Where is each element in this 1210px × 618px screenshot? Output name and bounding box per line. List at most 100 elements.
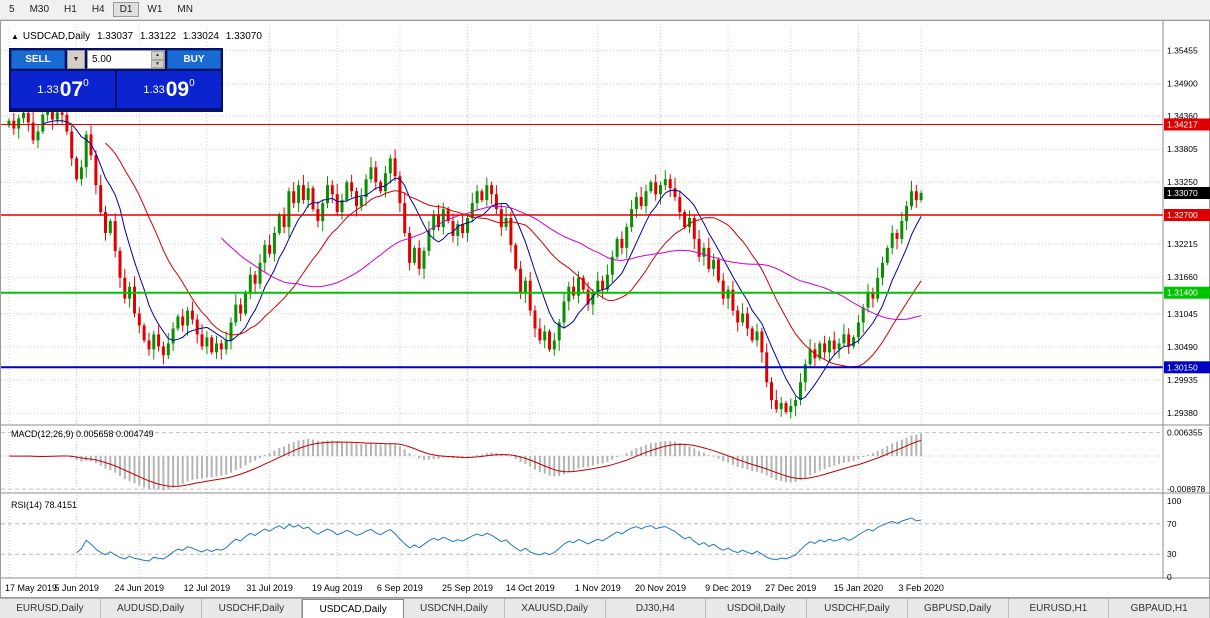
svg-text:27 Dec 2019: 27 Dec 2019	[765, 583, 816, 593]
chart-tab-eurusd-daily[interactable]: EURUSD,Daily	[0, 599, 101, 618]
svg-text:1.33250: 1.33250	[1167, 177, 1198, 187]
macd-axis-labels: 0.006355 -0.008978	[1167, 428, 1206, 495]
chart-tab-gbpusd-daily[interactable]: GBPUSD,Daily	[908, 599, 1009, 618]
svg-text:24 Jun 2019: 24 Jun 2019	[115, 583, 165, 593]
chart-tab-usdcnh-daily[interactable]: USDCNH,Daily	[404, 599, 505, 618]
svg-text:1.31400: 1.31400	[1167, 288, 1198, 298]
svg-text:1.33070: 1.33070	[1167, 188, 1198, 198]
macd-indicator-label: MACD(12,26,9) 0.005658 0.004749	[11, 429, 154, 439]
timeframe-bar: 5 M30 H1 H4 D1 W1 MN	[0, 0, 1210, 20]
rsi-level-lines	[1, 523, 1163, 555]
chart-tab-eurusd-h1[interactable]: EURUSD,H1	[1009, 599, 1110, 618]
svg-text:1.32700: 1.32700	[1167, 210, 1198, 220]
svg-text:1.29380: 1.29380	[1167, 408, 1198, 418]
timeframe-button-m30[interactable]: M30	[23, 2, 56, 17]
horizontal-line-objects[interactable]	[1, 124, 1163, 369]
ohlc-close: 1.33070	[225, 31, 262, 42]
timeframe-button-mn[interactable]: MN	[170, 2, 200, 17]
timeframe-button-h1[interactable]: H1	[57, 2, 84, 17]
candlesticks	[7, 102, 923, 419]
chart-tab-dj30-h4[interactable]: DJ30,H4	[606, 599, 707, 618]
svg-text:15 Jan 2020: 15 Jan 2020	[834, 583, 884, 593]
svg-text:1.30150: 1.30150	[1167, 362, 1198, 372]
sell-price-prefix: 1.33	[37, 83, 59, 96]
svg-text:1.31660: 1.31660	[1167, 272, 1198, 282]
buy-button[interactable]: BUY	[167, 50, 221, 69]
svg-text:12 Jul 2019: 12 Jul 2019	[184, 583, 231, 593]
price-axis-chips: 1.34217 1.32700 1.31400 1.30150 1.33070	[1164, 118, 1210, 374]
chart-tab-xauusd-daily[interactable]: XAUUSD,Daily	[505, 599, 606, 618]
svg-text:19 Aug 2019: 19 Aug 2019	[312, 583, 363, 593]
spinner-up-icon: ▲	[155, 52, 160, 59]
buy-price-sup: 0	[189, 78, 195, 89]
timeframe-button-5[interactable]: 5	[2, 2, 22, 17]
panel-separators[interactable]	[1, 21, 1210, 580]
svg-text:100: 100	[1167, 496, 1181, 506]
timeframe-button-d1[interactable]: D1	[112, 2, 140, 17]
ohlc-open: 1.33037	[96, 31, 134, 42]
svg-text:1.34217: 1.34217	[1167, 120, 1198, 130]
chart-tab-gbpaud-h1[interactable]: GBPAUD,H1	[1109, 599, 1210, 618]
chart-tab-usdoil-daily[interactable]: USDOil,Daily	[706, 599, 807, 618]
svg-text:14 Oct 2019: 14 Oct 2019	[506, 583, 555, 593]
svg-text:20 Nov 2019: 20 Nov 2019	[635, 583, 686, 593]
chart-window: 1.35455 1.34900 1.34360 1.33805 1.33250 1.322…	[0, 20, 1210, 598]
svg-text:1.34900: 1.34900	[1167, 79, 1198, 89]
chart-tab-usdchf-daily[interactable]: USDCHF,Daily	[807, 599, 908, 618]
macd-histogram	[12, 433, 923, 491]
rsi-line	[76, 517, 922, 562]
rsi-axis-labels: 100 70 30 0	[1167, 496, 1181, 582]
volume-decrease-button[interactable]: ▼	[151, 59, 164, 68]
price-chart-canvas[interactable]: 1.35455 1.34900 1.34360 1.33805 1.33250 1.322…	[1, 21, 1210, 599]
chart-tab-bar: EURUSD,Daily AUDUSD,Daily USDCHF,Daily USDC…	[0, 598, 1210, 618]
svg-text:3 Feb 2020: 3 Feb 2020	[898, 583, 944, 593]
ohlc-high: 1.33122	[139, 31, 177, 42]
volume-spinner: ▲ ▼	[151, 51, 164, 68]
volume-field: ▲ ▼	[87, 50, 165, 69]
timeframe-button-w1[interactable]: W1	[140, 2, 169, 17]
svg-text:-0.008978: -0.008978	[1167, 484, 1206, 494]
chart-title: USDCAD,Daily	[22, 31, 91, 42]
symbol-direction-icon: ▲	[11, 32, 19, 41]
svg-text:1.31045: 1.31045	[1167, 309, 1198, 319]
chart-tab-usdchf-daily[interactable]: USDCHF,Daily	[202, 599, 303, 618]
spinner-down-icon: ▼	[155, 60, 160, 67]
buy-price-display[interactable]: 1.33 09 0	[117, 71, 221, 108]
trade-controls-row: SELL ▼ ▲ ▼ BUY	[11, 50, 221, 69]
svg-text:9 Dec 2019: 9 Dec 2019	[705, 583, 751, 593]
sell-price-big: 07	[59, 78, 84, 101]
chart-tab-audusd-daily[interactable]: AUDUSD,Daily	[101, 599, 202, 618]
chart-ohlc-header: ▲ USDCAD,Daily 1.33037 1.33122 1.33024 1.…	[11, 31, 266, 42]
sell-price-display[interactable]: 1.33 07 0	[11, 71, 115, 108]
macd-level-lines	[1, 432, 1163, 490]
sell-button[interactable]: SELL	[11, 50, 65, 69]
macd-signal-line	[8, 439, 922, 487]
svg-text:31 Jul 2019: 31 Jul 2019	[246, 583, 293, 593]
moving-average-lines	[42, 120, 922, 400]
rsi-indicator-label: RSI(14) 78.4151	[11, 500, 78, 510]
price-axis-labels: 1.35455 1.34900 1.34360 1.33805 1.33250 1.322…	[1167, 46, 1198, 419]
trade-prices-row: 1.33 07 0 1.33 09 0	[11, 71, 221, 108]
chevron-down-icon: ▼	[72, 56, 80, 63]
sell-price-sup: 0	[83, 78, 89, 89]
svg-text:25 Sep 2019: 25 Sep 2019	[442, 583, 493, 593]
chart-tab-usdcad-daily[interactable]: USDCAD,Daily	[302, 599, 404, 618]
svg-text:17 May 2019: 17 May 2019	[5, 583, 57, 593]
svg-text:1.33805: 1.33805	[1167, 144, 1198, 154]
volume-input[interactable]	[88, 51, 151, 68]
svg-text:70: 70	[1167, 519, 1177, 529]
order-options-dropdown[interactable]: ▼	[67, 50, 85, 69]
svg-text:5 Jun 2019: 5 Jun 2019	[54, 583, 99, 593]
svg-text:1 Nov 2019: 1 Nov 2019	[575, 583, 621, 593]
ohlc-low: 1.33024	[182, 31, 219, 42]
svg-text:30: 30	[1167, 549, 1177, 559]
svg-text:0: 0	[1167, 572, 1172, 582]
volume-increase-button[interactable]: ▲	[151, 51, 164, 60]
buy-price-prefix: 1.33	[143, 83, 165, 96]
timeframe-button-h4[interactable]: H4	[85, 2, 112, 17]
svg-text:6 Sep 2019: 6 Sep 2019	[377, 583, 423, 593]
svg-text:1.35455: 1.35455	[1167, 46, 1198, 56]
